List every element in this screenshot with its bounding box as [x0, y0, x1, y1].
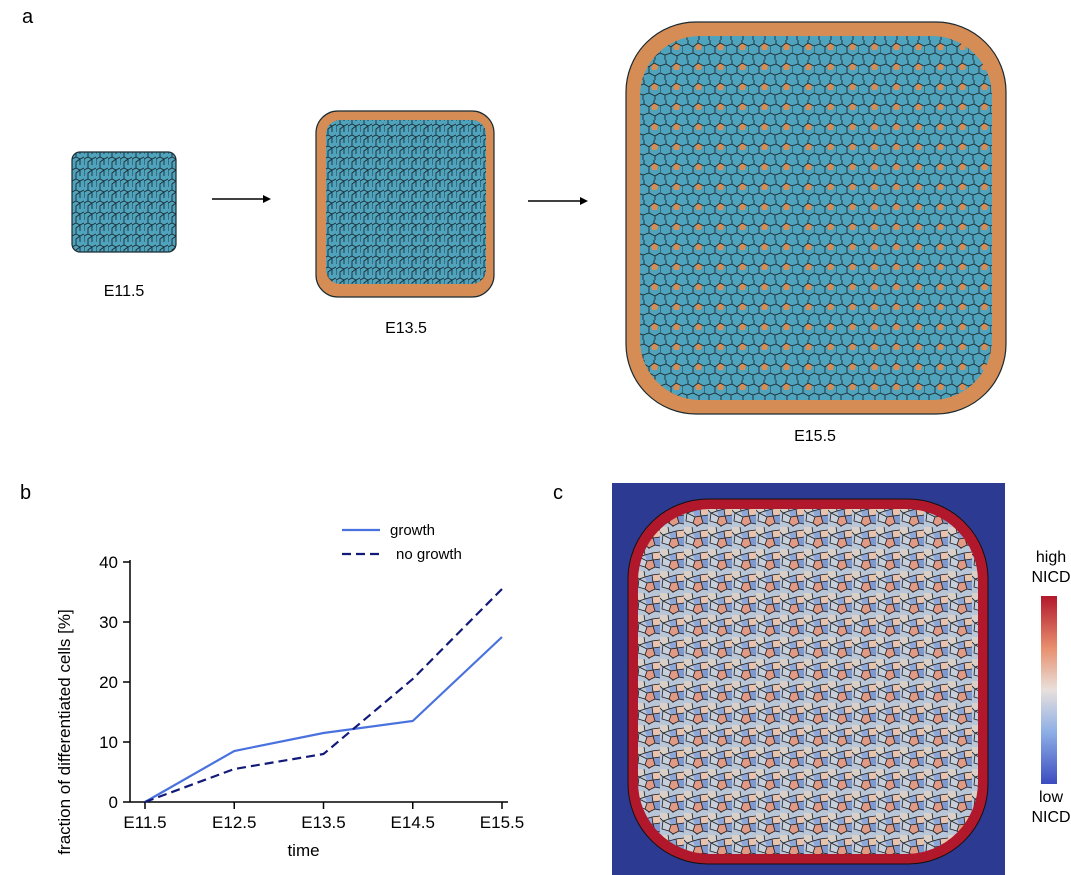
panel-letter-a: a — [22, 6, 34, 28]
arrow-1-icon — [212, 195, 271, 203]
chart-axes — [129, 560, 508, 803]
arrow-2-icon — [528, 197, 588, 205]
tissue-e15-5 — [625, 21, 1007, 415]
tissue-e11-5 — [71, 151, 177, 253]
y-tick-label: 40 — [99, 553, 118, 572]
x-tick-label: E12.5 — [212, 813, 256, 832]
chart-x-axis-label: time — [287, 841, 319, 860]
panel-b-line-chart: 0 10 20 30 40 E11.5 E12.5 E13.5 E14.5 E15.5 growt… — [55, 522, 524, 860]
chart-y-axis-label: fraction of differentiated cells [%] — [55, 609, 74, 854]
tissue-e13-5 — [315, 110, 495, 298]
panel-letter-c: c — [553, 482, 563, 504]
colorbar-high-label: high NICD — [1031, 549, 1071, 586]
legend-label-1: no growth — [396, 546, 462, 563]
panel-a-figure — [71, 21, 1007, 415]
y-tick-label: 20 — [99, 673, 118, 692]
x-tick-label: E14.5 — [391, 813, 435, 832]
chart-series — [144, 588, 503, 804]
stage-label-e11-5: E11.5 — [103, 283, 145, 300]
panel-c-nicd-heatmap — [612, 483, 1005, 875]
series-line-growth — [144, 636, 503, 803]
panel-letter-b: b — [20, 482, 32, 504]
y-tick-label: 10 — [99, 733, 118, 752]
series-line-no-growth — [144, 588, 503, 804]
y-tick-label: 30 — [99, 613, 118, 632]
y-tick-label: 0 — [109, 793, 118, 812]
x-tick-label: E15.5 — [480, 813, 524, 832]
legend-label-0: growth — [390, 522, 435, 539]
x-tick-label: E13.5 — [301, 813, 345, 832]
stage-label-e13-5: E13.5 — [385, 320, 427, 337]
x-tick-label: E11.5 — [123, 813, 166, 832]
nicd-colorbar — [1041, 596, 1057, 784]
colorbar-low-label: low NICD — [1031, 789, 1071, 826]
chart-ticks: 0 10 20 30 40 E11.5 E12.5 E13.5 E14.5 E15.5 — [99, 553, 524, 832]
stage-label-e15-5: E15.5 — [794, 428, 836, 445]
chart-legend: growth no growth — [342, 522, 462, 563]
